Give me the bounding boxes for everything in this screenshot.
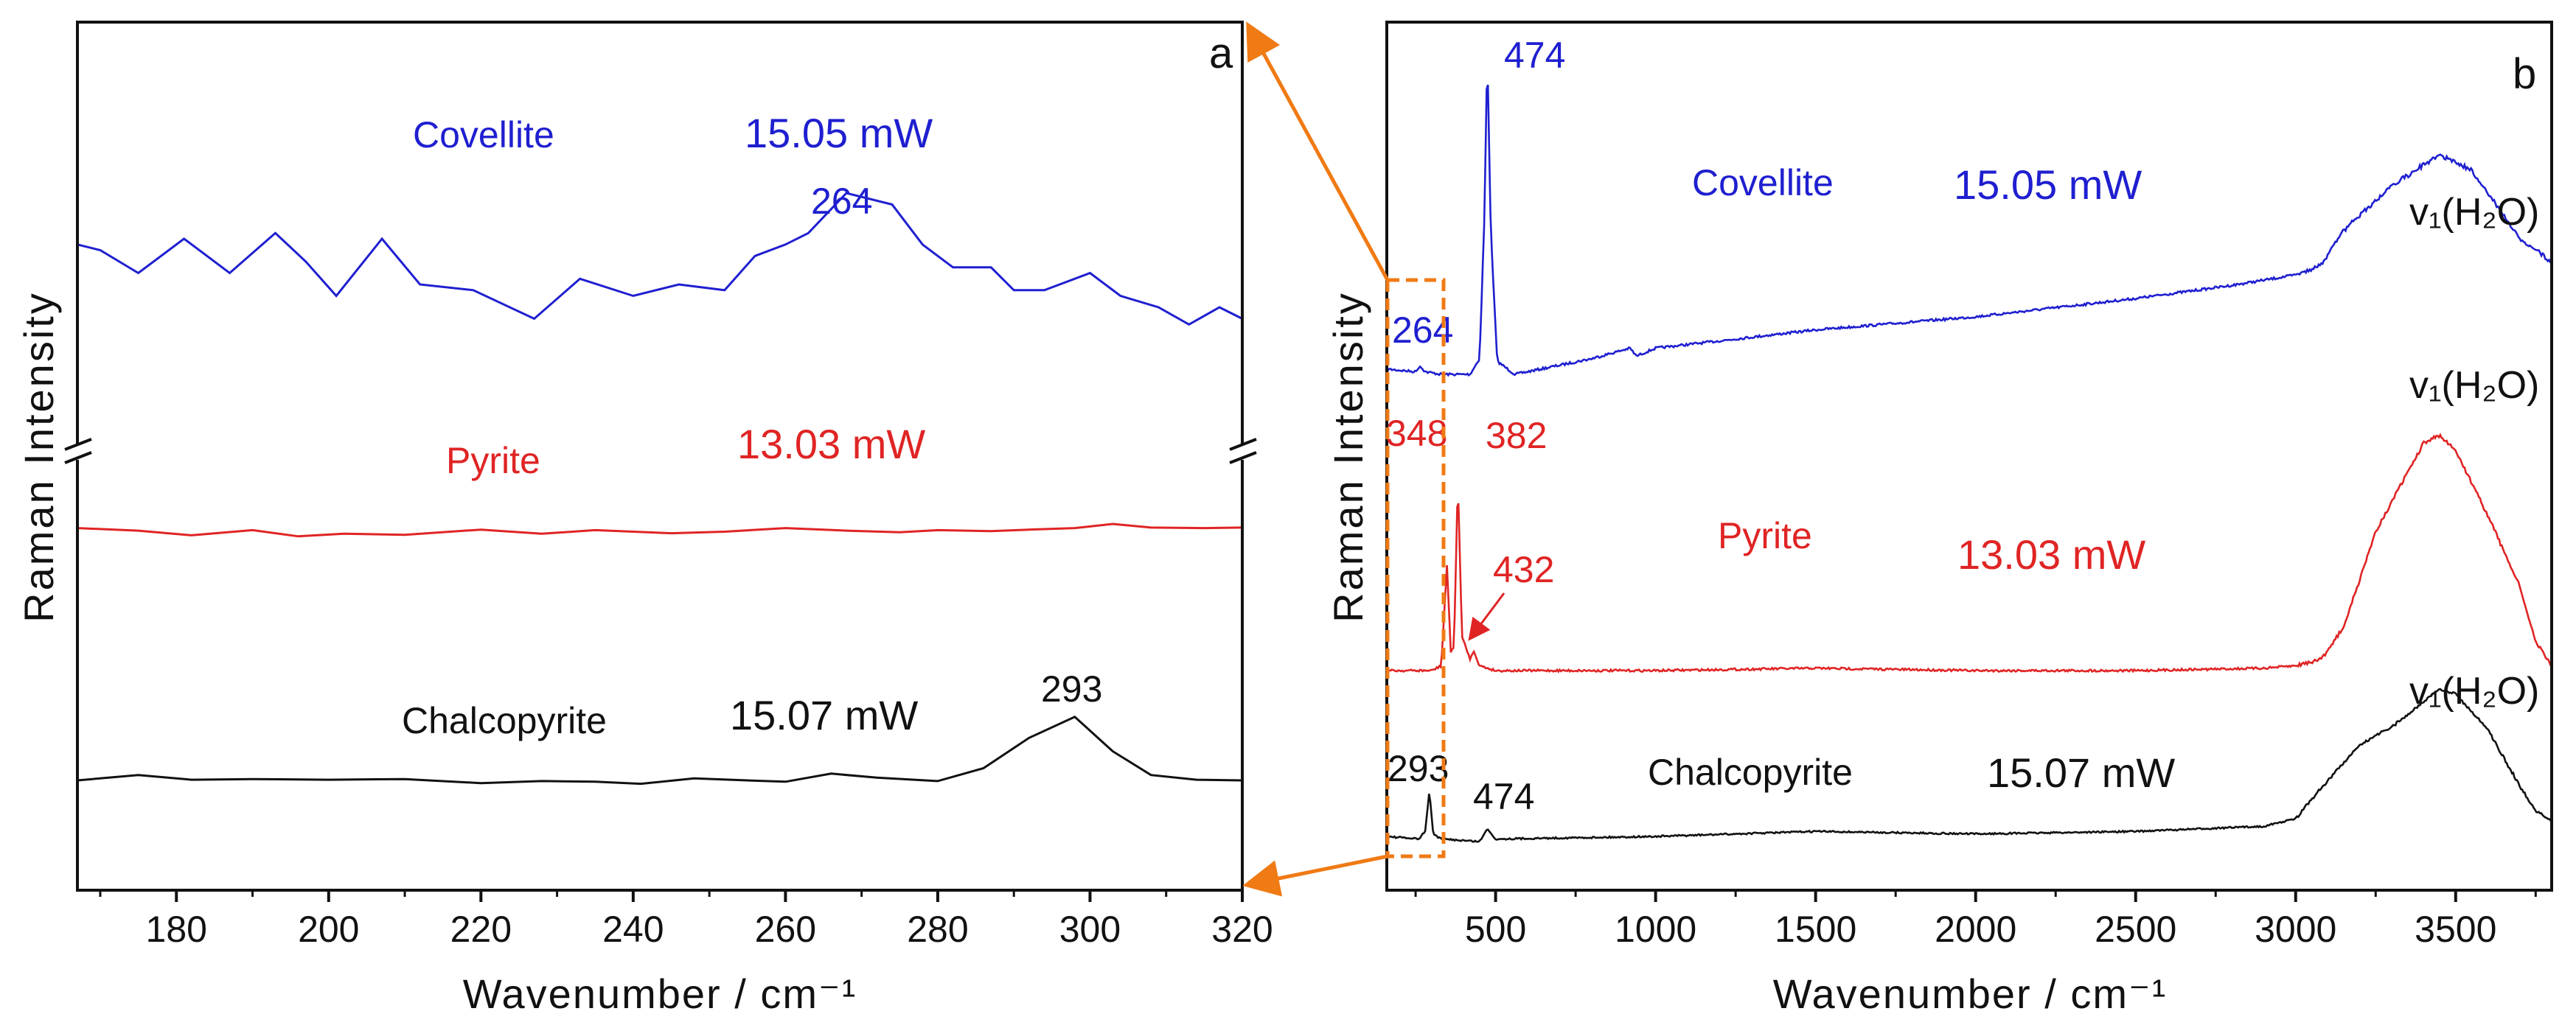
panel-b-ylabel: Raman Intensity: [1325, 291, 1371, 623]
a-xtick-label-180: 180: [146, 909, 207, 950]
a-xtick-label-300: 300: [1059, 909, 1121, 950]
panel-a-x-ticks: 180 200 220 240 260 280 300 320: [99, 890, 1273, 950]
b-peak-432: 432: [1493, 549, 1554, 590]
panel-a-frame: [76, 21, 1244, 892]
panel-a-ylabel: Raman Intensity: [15, 291, 62, 623]
a-line-covellite: [77, 192, 1243, 326]
b-peak-432-arrow: [1468, 592, 1505, 641]
a-peak-293: 293: [1041, 668, 1102, 710]
zoom-connector-top: [1246, 21, 1390, 282]
b-line-covellite: [1385, 84, 2552, 377]
panel-b: 500 1000 1500 2000 2500 3000 3500 b Covellite …: [1325, 21, 2553, 1017]
a-chalcopyrite-power: 15.07 mW: [730, 692, 918, 738]
b-peak-293: 293: [1388, 748, 1449, 789]
panel-a-xlabel: Wavenumber / cm⁻¹: [463, 971, 857, 1017]
b-line-chalcopyrite: [1386, 688, 2553, 843]
a-pyrite-power: 13.03 mW: [737, 421, 925, 467]
b-xtick-label-3000: 3000: [2255, 909, 2336, 950]
a-chalcopyrite-label: Chalcopyrite: [402, 700, 607, 741]
b-covellite-label: Covellite: [1692, 162, 1834, 203]
a-peak-264: 264: [811, 181, 872, 222]
zoom-connector-bottom: [1242, 854, 1388, 897]
panel-a-label: a: [1209, 29, 1233, 77]
b-xtick-label-2500: 2500: [2095, 909, 2176, 950]
a-line-chalcopyrite: [77, 716, 1243, 786]
b-chalcopyrite-water-band: v₁(H₂O): [2409, 670, 2539, 713]
zoom-region-box: [1385, 278, 1446, 859]
b-peak-474-chalcopyrite: 474: [1473, 776, 1534, 817]
a-xtick-label-280: 280: [907, 909, 968, 950]
a-xtick-label-200: 200: [298, 909, 359, 950]
b-chalcopyrite-label: Chalcopyrite: [1648, 752, 1853, 793]
panel-b-label: b: [2513, 50, 2536, 98]
panel-b-frame: [1385, 21, 2553, 892]
b-peak-474-covellite: 474: [1504, 35, 1565, 76]
y-axis-break-left: [64, 438, 92, 464]
b-covellite-water-band: v₁(H₂O): [2409, 191, 2539, 234]
y-axis-break-right: [1229, 438, 1257, 464]
b-pyrite-power: 13.03 mW: [1957, 531, 2145, 578]
b-peak-348: 348: [1386, 413, 1447, 454]
b-xtick-label-1500: 1500: [1775, 909, 1856, 950]
panel-a: 180 200 220 240 260 280 300 320 a Covellite 15.…: [15, 21, 1273, 1017]
b-covellite-power: 15.05 mW: [1954, 161, 2142, 208]
a-xtick-label-220: 220: [450, 909, 512, 950]
b-chalcopyrite-power: 15.07 mW: [1987, 749, 2175, 796]
a-line-pyrite: [77, 522, 1243, 538]
b-pyrite-water-band: v₁(H₂O): [2409, 364, 2539, 407]
b-pyrite-label: Pyrite: [1718, 515, 1812, 556]
a-xtick-label-260: 260: [755, 909, 816, 950]
a-covellite-power: 15.05 mW: [745, 110, 933, 156]
panel-b-xlabel: Wavenumber / cm⁻¹: [1773, 971, 2167, 1017]
b-xtick-label-2000: 2000: [1935, 909, 2016, 950]
a-xtick-label-240: 240: [602, 909, 664, 950]
b-line-pyrite: [1385, 433, 2553, 674]
b-xtick-label-500: 500: [1465, 909, 1526, 950]
a-covellite-label: Covellite: [413, 114, 554, 155]
panel-b-x-ticks: 500 1000 1500 2000 2500 3000 3500: [1414, 890, 2537, 950]
a-pyrite-label: Pyrite: [446, 440, 540, 481]
b-xtick-label-1000: 1000: [1615, 909, 1696, 950]
a-xtick-label-320: 320: [1211, 909, 1273, 950]
b-peak-382: 382: [1486, 415, 1547, 456]
b-xtick-label-3500: 3500: [2415, 909, 2496, 950]
